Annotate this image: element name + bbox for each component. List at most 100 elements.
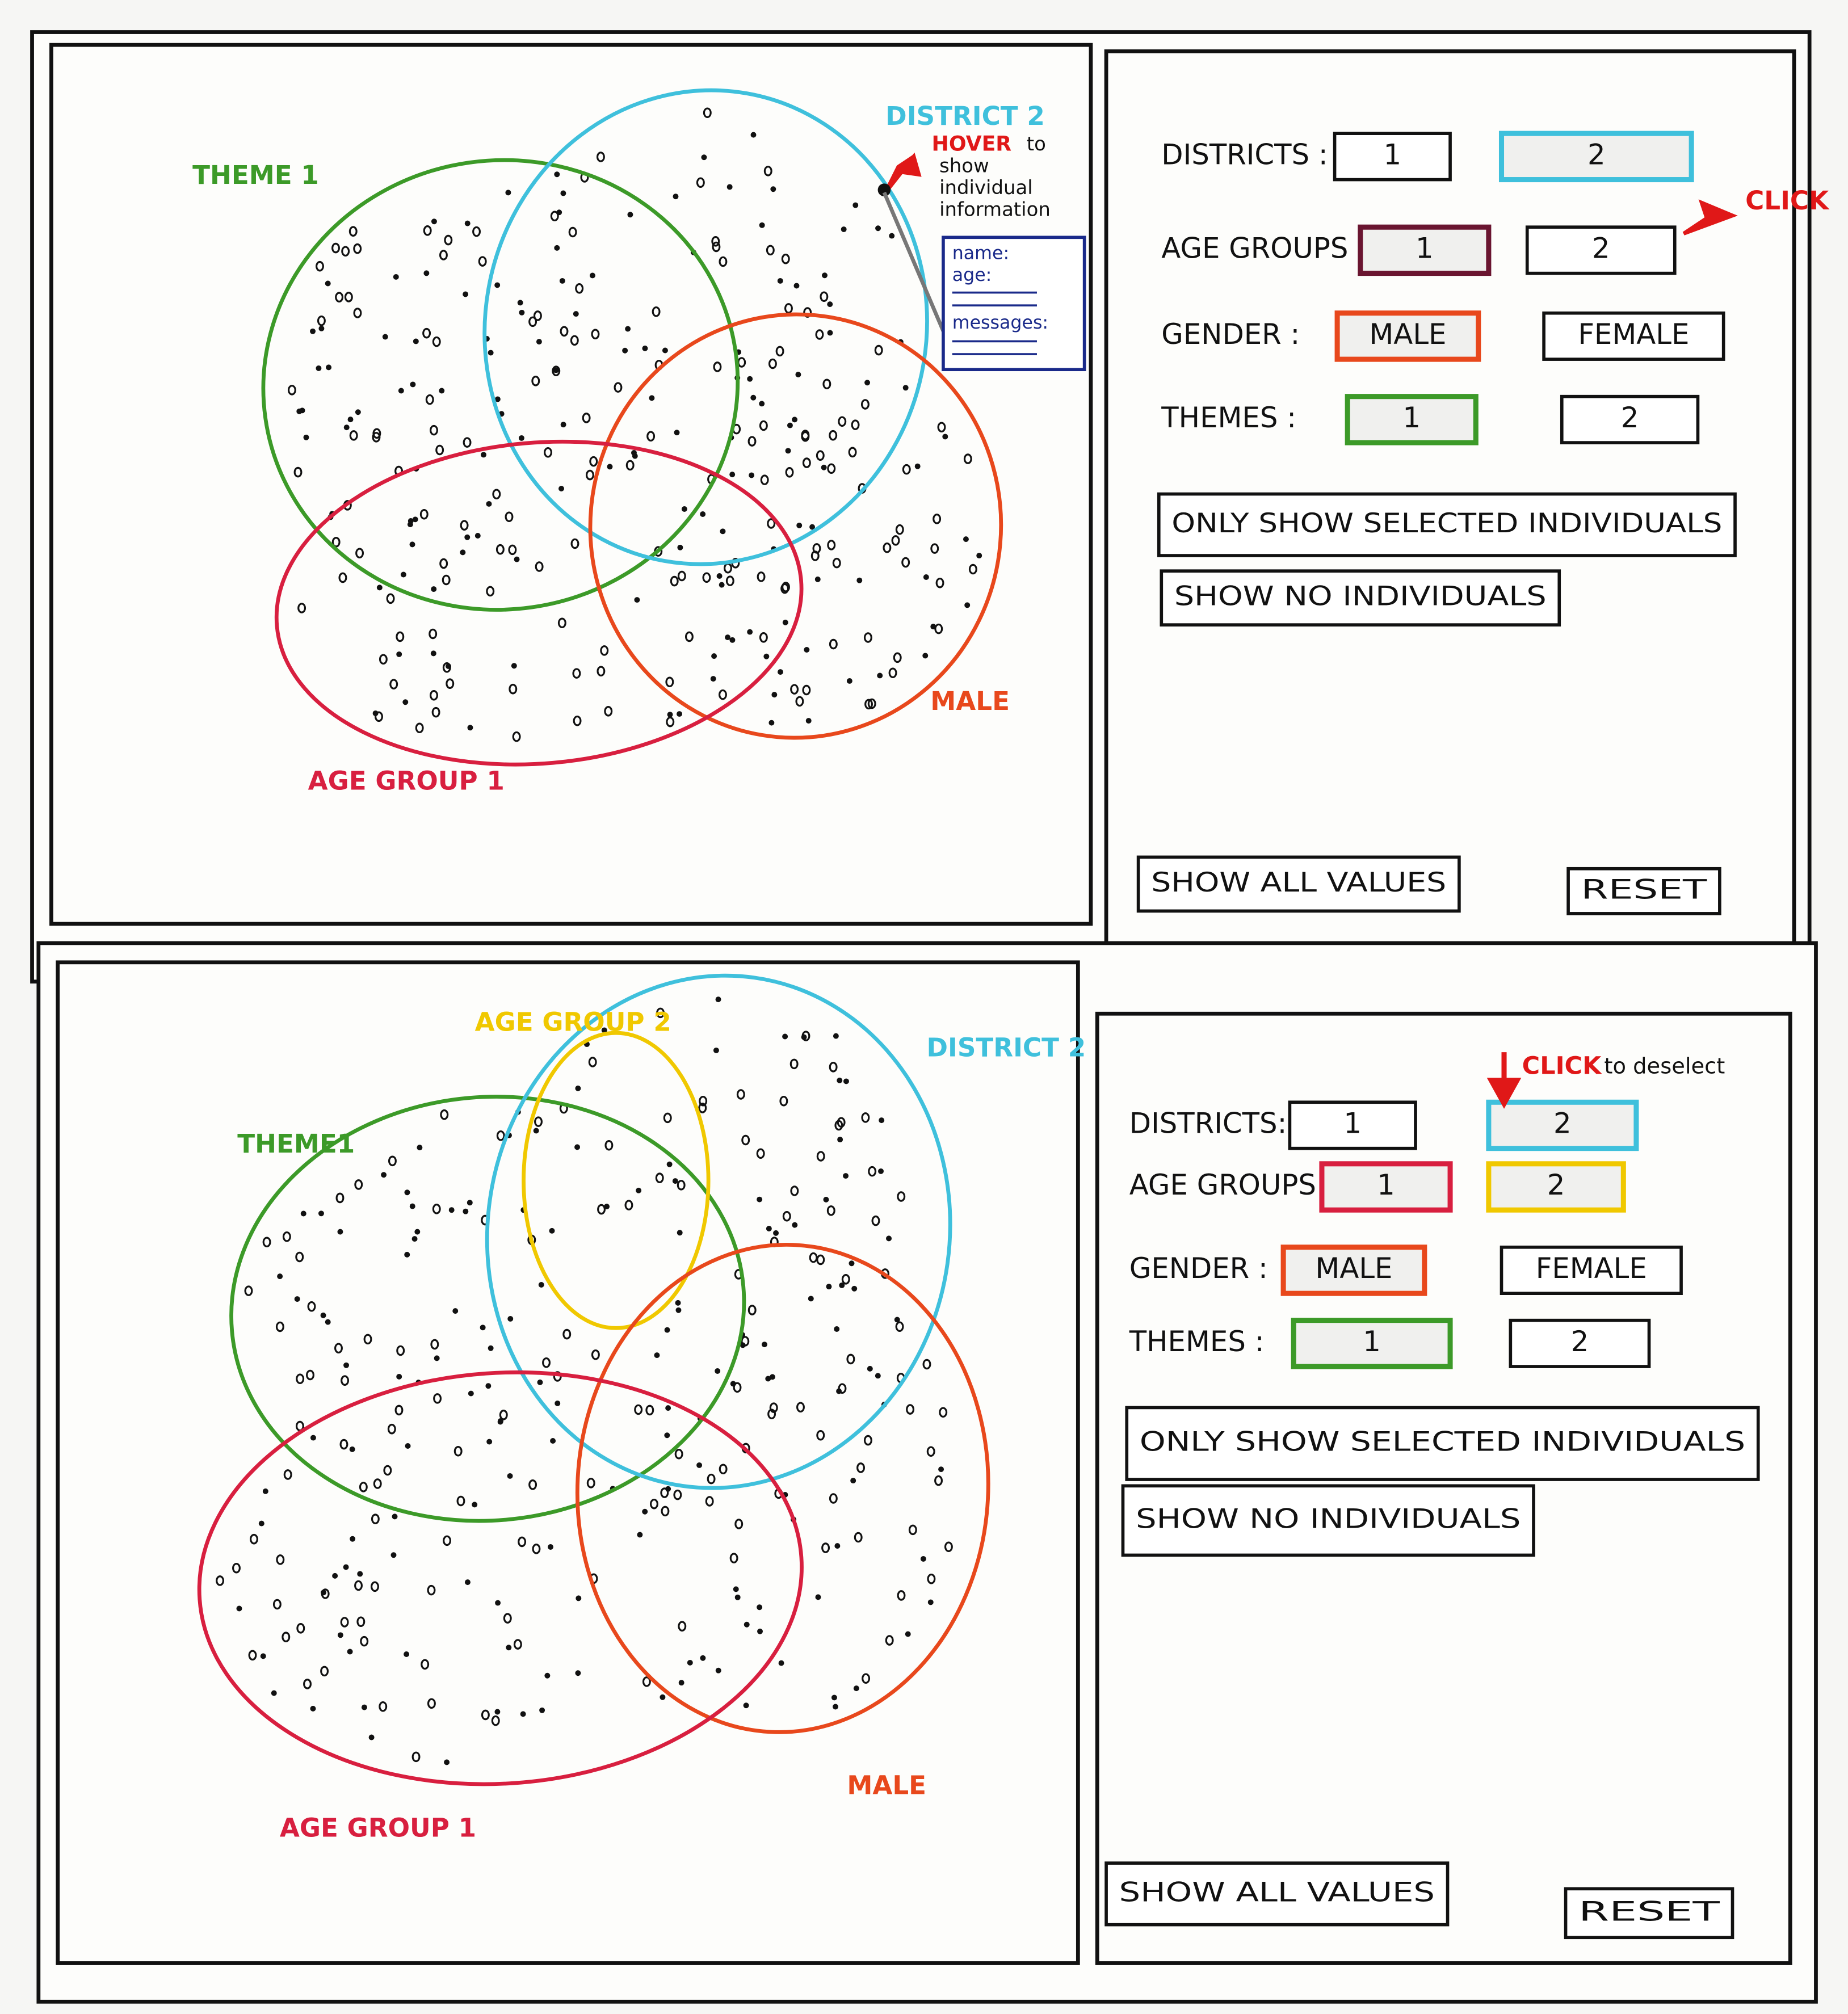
toggle-button[interactable]	[1498, 131, 1694, 183]
toggle-button[interactable]	[1486, 1161, 1626, 1213]
individual-dot	[861, 1112, 870, 1123]
toggle-button-label: FEMALE	[1578, 318, 1689, 351]
individual-dot	[371, 1581, 379, 1592]
individual-dot	[719, 256, 728, 267]
individual-dot	[576, 1595, 582, 1601]
individual-dot	[415, 722, 424, 733]
footer-button[interactable]	[1136, 855, 1461, 913]
individual-dot	[808, 1296, 814, 1302]
action-button[interactable]	[1157, 492, 1737, 557]
individual-dot	[875, 1373, 881, 1379]
hover-note: information	[939, 198, 1051, 220]
action-button[interactable]	[1160, 569, 1561, 627]
individual-dot	[703, 107, 712, 119]
individual-dot	[821, 1542, 830, 1553]
individual-dot	[853, 1685, 859, 1692]
footer-button[interactable]	[1104, 1861, 1450, 1927]
individual-dot	[505, 190, 511, 196]
individual-dot	[944, 1541, 953, 1553]
individual-dot	[486, 1439, 493, 1445]
toggle-button[interactable]	[1288, 1100, 1417, 1150]
toggle-button[interactable]	[1334, 310, 1481, 362]
individual-dot	[550, 1437, 556, 1444]
individual-dot	[294, 1296, 300, 1302]
toggle-button[interactable]	[1509, 1318, 1651, 1368]
individual-dot	[902, 464, 911, 475]
individual-dot	[277, 1273, 283, 1280]
individual-dot	[696, 1462, 703, 1468]
individual-dot	[456, 1495, 465, 1507]
individual-dot	[759, 222, 765, 228]
individual-dot	[826, 1205, 835, 1216]
individual-dot	[878, 1168, 884, 1174]
individual-dot	[922, 653, 929, 659]
individual-dot	[851, 1285, 858, 1292]
individual-dot	[715, 1368, 721, 1374]
individual-dot	[303, 434, 309, 440]
individual-dot	[394, 1405, 404, 1416]
individual-dot	[696, 177, 705, 188]
toggle-button[interactable]	[1333, 132, 1452, 182]
individual-dot	[922, 1359, 931, 1370]
individual-dot	[381, 1172, 387, 1178]
toggle-button[interactable]	[1291, 1318, 1453, 1369]
individual-dot	[549, 1227, 555, 1234]
individual-dot	[963, 536, 969, 543]
individual-dot	[355, 548, 364, 559]
toggle-button[interactable]	[1358, 224, 1492, 276]
individual-dot	[729, 1553, 738, 1563]
action-button[interactable]	[1121, 1484, 1535, 1557]
toggle-button[interactable]	[1319, 1161, 1453, 1213]
individual-dot	[460, 520, 469, 531]
individual-dot	[604, 706, 613, 717]
toggle-button[interactable]	[1560, 394, 1700, 444]
individual-dot	[725, 634, 731, 641]
individual-dot	[767, 1408, 776, 1419]
individual-dot	[379, 654, 388, 665]
individual-dot	[740, 1342, 746, 1348]
individual-dot	[677, 711, 683, 717]
action-button[interactable]	[1125, 1406, 1760, 1481]
individual-dot	[505, 511, 514, 523]
footer-button[interactable]	[1566, 867, 1721, 915]
toggle-button-label: 1	[1402, 401, 1421, 434]
individual-dot	[850, 1478, 856, 1484]
toggle-button[interactable]	[1525, 225, 1677, 275]
individual-dot	[901, 557, 910, 568]
footer-button-label: RESET	[1578, 1896, 1720, 1927]
individual-dot	[831, 1695, 837, 1701]
toggle-button[interactable]	[1280, 1244, 1427, 1296]
individual-dot	[488, 350, 494, 356]
individual-dot	[805, 718, 812, 724]
individual-dot	[300, 1210, 306, 1217]
individual-dot	[667, 712, 673, 718]
individual-dot	[310, 1705, 316, 1712]
individual-dot	[867, 698, 876, 709]
individual-dot	[816, 1429, 825, 1441]
individual-dot	[763, 653, 770, 659]
individual-dot	[930, 624, 936, 630]
individual-dot	[409, 541, 415, 548]
toggle-button[interactable]	[1345, 394, 1479, 445]
individual-dot	[843, 1173, 849, 1179]
individual-dot	[528, 316, 537, 327]
individual-dot	[863, 632, 872, 643]
toggle-button[interactable]	[1486, 1099, 1639, 1151]
toggle-button[interactable]	[1542, 311, 1725, 361]
individual-dot	[494, 282, 501, 288]
individual-dot	[841, 226, 847, 233]
individual-dot	[832, 557, 841, 569]
footer-button[interactable]	[1564, 1887, 1734, 1940]
individual-dot	[432, 336, 441, 347]
individual-dot	[373, 1478, 382, 1489]
individual-dot	[318, 325, 325, 331]
individual-dot	[871, 1215, 880, 1226]
set-outline	[588, 312, 1003, 740]
toggle-button[interactable]	[1500, 1245, 1683, 1296]
individual-dot	[413, 338, 419, 344]
individual-dot	[761, 1342, 767, 1348]
individual-dot	[463, 1208, 469, 1214]
individual-dot	[591, 1349, 600, 1360]
individual-dot	[926, 1446, 935, 1457]
individual-dot	[297, 603, 306, 613]
